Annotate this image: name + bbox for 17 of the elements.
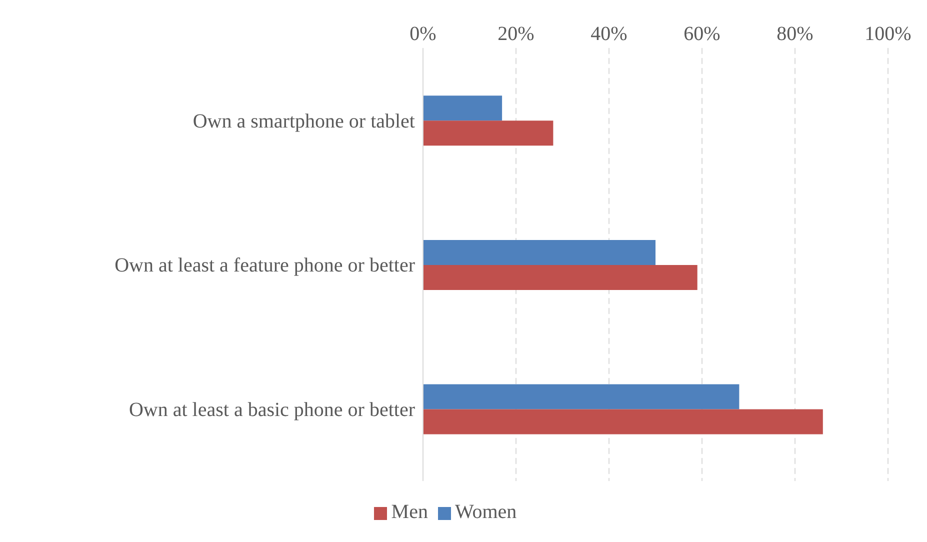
x-tick-label: 100% (864, 23, 912, 45)
bar (423, 96, 502, 121)
y-tick-label: Own a smartphone or tablet (192, 110, 416, 132)
x-tick-label: 80% (776, 23, 814, 45)
legend-label: Women (454, 501, 517, 523)
x-tick-label: 20% (498, 23, 534, 45)
legend-label: Men (391, 501, 428, 523)
y-tick-label: Own at least a basic phone or better (128, 398, 416, 421)
bar (423, 409, 823, 434)
bar (423, 120, 554, 146)
x-tick-label: 0% (410, 23, 436, 45)
bar (423, 384, 740, 410)
bar (423, 264, 698, 290)
bar (423, 240, 656, 265)
y-tick-label: Own at least a feature phone or better (114, 254, 416, 277)
x-tick-label: 60% (684, 23, 720, 45)
x-tick-label: 40% (590, 23, 628, 45)
